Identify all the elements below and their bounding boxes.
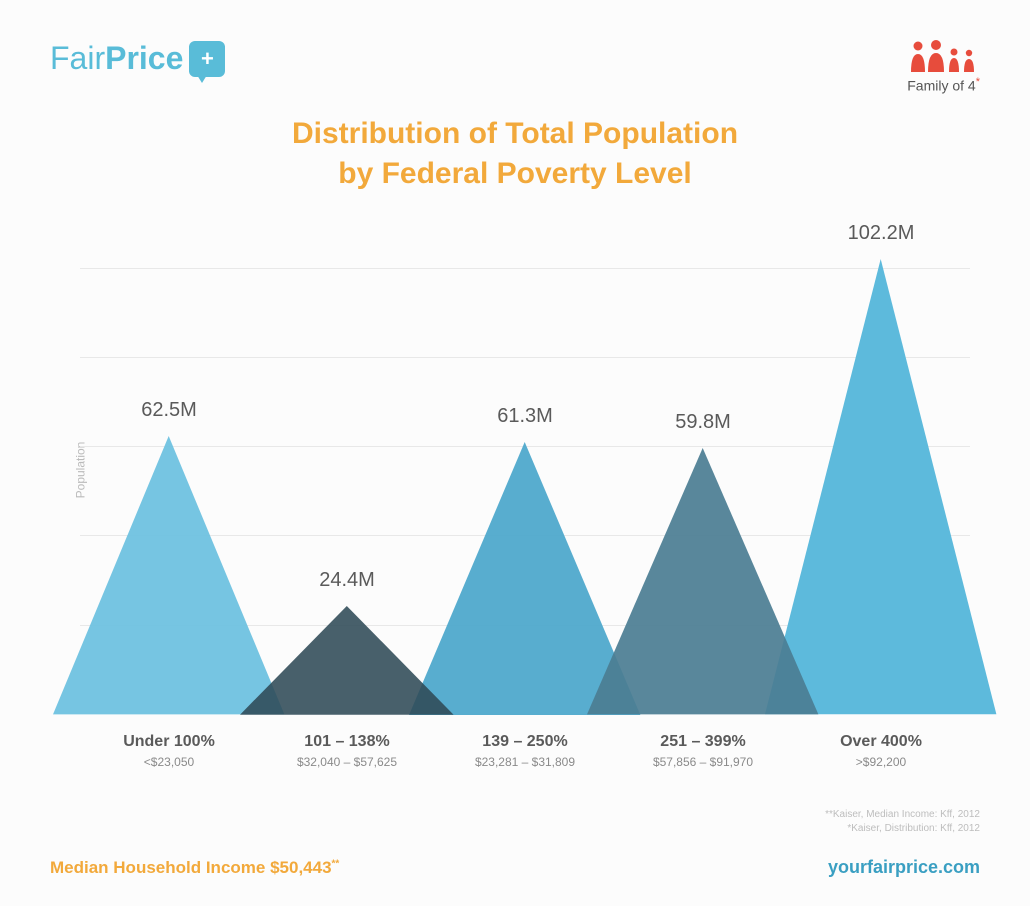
logo-price: Price [105,40,183,76]
family-people-icon [907,40,980,72]
value-label: 24.4M [319,569,375,592]
x-category-label: 139 – 250% [436,733,614,751]
x-category-label: 101 – 138% [258,733,436,751]
logo-text: FairPrice [50,40,183,77]
x-sublabel: $32,040 – $57,625 [258,755,436,769]
logo-fair: Fair [50,40,105,76]
source-notes: **Kaiser, Median Income: Kff, 2012 *Kais… [825,808,980,836]
infographic-container: FairPrice + Family of 4* [0,0,1030,906]
x-axis-item: Over 400% >$92,200 [792,733,970,769]
title-line-1: Distribution of Total Population [50,114,980,155]
x-sublabel: $57,856 – $91,970 [614,755,792,769]
x-axis-item: 101 – 138% $32,040 – $57,625 [258,733,436,769]
chart-title: Distribution of Total Population by Fede… [50,114,980,195]
site-url: yourfairprice.com [828,857,980,878]
source-line-2: *Kaiser, Distribution: Kff, 2012 [825,822,980,836]
fairprice-logo: FairPrice + [50,40,225,77]
x-sublabel: $23,281 – $31,809 [436,755,614,769]
footer-row: Median Household Income $50,443** yourfa… [50,857,980,878]
median-income-text: Median Household Income $50,443** [50,858,339,878]
data-triangle [240,606,454,715]
x-sublabel: <$23,050 [80,755,258,769]
value-label: 59.8M [675,411,731,434]
x-sublabel: >$92,200 [792,755,970,769]
data-triangle [587,448,818,714]
x-axis: Under 100% <$23,050101 – 138% $32,040 – $5… [80,733,970,769]
x-axis-item: 251 – 399% $57,856 – $91,970 [614,733,792,769]
value-label: 62.5M [141,399,197,422]
family-label-text: Family of 4 [907,78,975,94]
source-line-1: **Kaiser, Median Income: Kff, 2012 [825,808,980,822]
plus-icon: + [201,48,214,70]
logo-speech-bubble-icon: + [189,41,225,77]
title-line-2: by Federal Poverty Level [50,154,980,195]
header-row: FairPrice + Family of 4* [50,40,980,94]
value-label: 61.3M [497,405,553,428]
x-axis-item: 139 – 250% $23,281 – $31,809 [436,733,614,769]
x-category-label: Under 100% [80,733,258,751]
family-asterisk: * [976,76,980,88]
triangle-series: 62.5M 24.4M 61.3M 59.8M 102.2M [80,225,970,715]
median-text: Median Household Income $50,443 [50,858,332,877]
x-axis-item: Under 100% <$23,050 [80,733,258,769]
chart-area: Population 62.5M24.4M61.3M59.8M102.2M [80,225,970,715]
median-sup: ** [332,858,340,869]
family-badge: Family of 4* [907,40,980,94]
value-label: 102.2M [848,222,915,245]
x-category-label: Over 400% [792,733,970,751]
x-category-label: 251 – 399% [614,733,792,751]
family-label: Family of 4* [907,76,980,94]
